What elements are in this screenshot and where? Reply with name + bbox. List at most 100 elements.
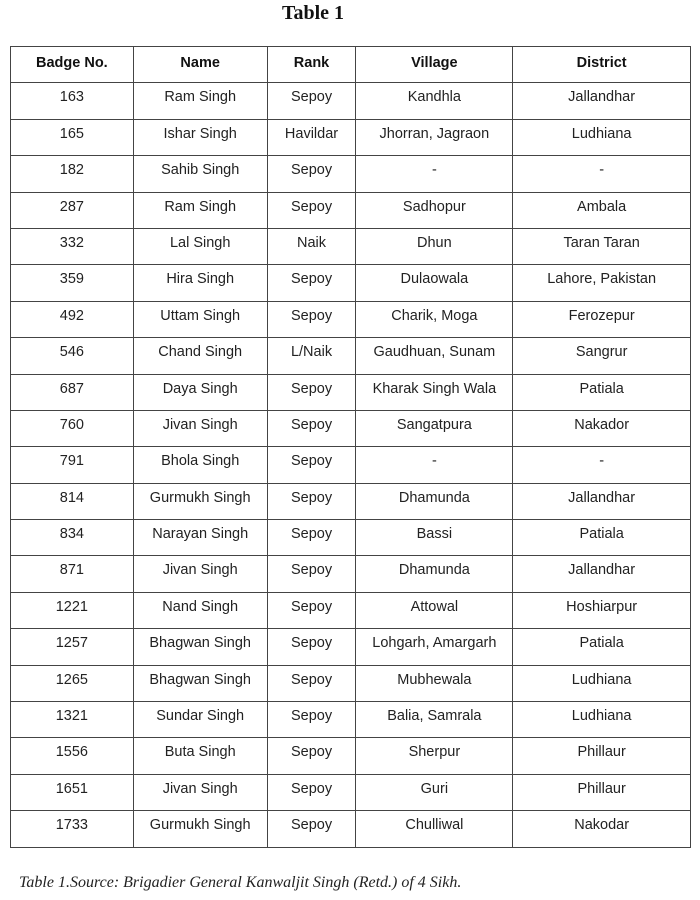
column-header-rank: Rank <box>266 45 357 84</box>
table-row: 165 Ishar Singh Havildar Jhorran, Jagraon Lu… <box>10 118 691 157</box>
badge-cell: 814 <box>10 482 134 521</box>
name-cell: Buta Singh <box>132 737 268 775</box>
village-cell: Guri <box>355 773 514 812</box>
name-cell: Jivan Singh <box>132 555 268 593</box>
name-cell: Daya Singh <box>132 373 268 411</box>
badge-cell: 546 <box>10 337 134 375</box>
table-row: 687 Daya Singh Sepoy Kharak Singh Wala Patia… <box>10 373 691 411</box>
table-row: 1651 Jivan Singh Sepoy Guri Phillaur <box>10 773 691 812</box>
village-cell: Balia, Samrala <box>355 701 514 739</box>
name-cell: Lal Singh <box>132 227 268 266</box>
district-cell: Jallandhar <box>512 482 691 521</box>
rank-cell: L/Naik <box>266 337 357 375</box>
rank-cell: Sepoy <box>266 737 357 775</box>
table-row: 492 Uttam Singh Sepoy Charik, Moga Ferozepur <box>10 300 691 339</box>
table-header-row: Badge No. Name Rank Village District <box>10 45 691 84</box>
rank-cell: Sepoy <box>266 519 357 557</box>
rank-cell: Sepoy <box>266 264 357 302</box>
rank-cell: Sepoy <box>266 82 357 120</box>
name-cell: Hira Singh <box>132 264 268 302</box>
village-cell: Kandhla <box>355 82 514 120</box>
district-cell: Patiala <box>512 519 691 557</box>
badge-cell: 1651 <box>10 773 134 812</box>
table-title: Table 1 <box>281 2 345 24</box>
district-cell: - <box>512 155 691 193</box>
badge-cell: 834 <box>10 519 134 557</box>
table-row: 834 Narayan Singh Sepoy Bassi Patiala <box>10 519 691 557</box>
name-cell: Ram Singh <box>132 82 268 120</box>
name-cell: Ram Singh <box>132 191 268 229</box>
table-row: 760 Jivan Singh Sepoy Sangatpura Nakador <box>10 409 691 448</box>
badge-cell: 1733 <box>10 810 134 848</box>
table-row: 1556 Buta Singh Sepoy Sherpur Phillaur <box>10 737 691 775</box>
badge-cell: 760 <box>10 409 134 448</box>
name-cell: Bhola Singh <box>132 446 268 484</box>
rank-cell: Sepoy <box>266 555 357 593</box>
village-cell: Sherpur <box>355 737 514 775</box>
district-cell: Ferozepur <box>512 300 691 339</box>
table-row: 546 Chand Singh L/Naik Gaudhuan, Sunam Sangr… <box>10 337 691 375</box>
table-row: 814 Gurmukh Singh Sepoy Dhamunda Jallandhar <box>10 482 691 521</box>
village-cell: Dhamunda <box>355 555 514 593</box>
badge-cell: 1556 <box>10 737 134 775</box>
village-cell: Jhorran, Jagraon <box>355 118 514 157</box>
table-row: 1733 Gurmukh Singh Sepoy Chulliwal Nakodar <box>10 810 691 848</box>
column-header-district: District <box>512 45 691 84</box>
district-cell: Jallandhar <box>512 82 691 120</box>
table-row: 1257 Bhagwan Singh Sepoy Lohgarh, Amargarh P… <box>10 628 691 666</box>
rank-cell: Havildar <box>266 118 357 157</box>
village-cell: - <box>355 446 514 484</box>
district-cell: Ambala <box>512 191 691 229</box>
name-cell: Gurmukh Singh <box>132 810 268 848</box>
district-cell: Ludhiana <box>512 664 691 703</box>
badge-cell: 1321 <box>10 701 134 739</box>
rank-cell: Sepoy <box>266 810 357 848</box>
badge-cell: 182 <box>10 155 134 193</box>
badge-cell: 165 <box>10 118 134 157</box>
rank-cell: Sepoy <box>266 300 357 339</box>
district-cell: Nakodar <box>512 810 691 848</box>
badge-cell: 1257 <box>10 628 134 666</box>
table-row: 182 Sahib Singh Sepoy - - <box>10 155 691 193</box>
badge-cell: 359 <box>10 264 134 302</box>
rank-cell: Sepoy <box>266 409 357 448</box>
table-row: 163 Ram Singh Sepoy Kandhla Jallandhar <box>10 82 691 120</box>
name-cell: Bhagwan Singh <box>132 664 268 703</box>
name-cell: Uttam Singh <box>132 300 268 339</box>
table-row: 332 Lal Singh Naik Dhun Taran Taran <box>10 227 691 266</box>
village-cell: Dhun <box>355 227 514 266</box>
name-cell: Jivan Singh <box>132 409 268 448</box>
badge-cell: 687 <box>10 373 134 411</box>
table-row: 791 Bhola Singh Sepoy - - <box>10 446 691 484</box>
village-cell: Kharak Singh Wala <box>355 373 514 411</box>
rank-cell: Sepoy <box>266 701 357 739</box>
village-cell: Sangatpura <box>355 409 514 448</box>
village-cell: Gaudhuan, Sunam <box>355 337 514 375</box>
village-cell: Mubhewala <box>355 664 514 703</box>
badge-cell: 163 <box>10 82 134 120</box>
name-cell: Nand Singh <box>132 591 268 630</box>
badge-cell: 287 <box>10 191 134 229</box>
table-row: 871 Jivan Singh Sepoy Dhamunda Jallandhar <box>10 555 691 593</box>
table-row: 1221 Nand Singh Sepoy Attowal Hoshiarpur <box>10 591 691 630</box>
badge-cell: 791 <box>10 446 134 484</box>
badge-cell: 871 <box>10 555 134 593</box>
district-cell: Phillaur <box>512 773 691 812</box>
village-cell: Attowal <box>355 591 514 630</box>
district-cell: Jallandhar <box>512 555 691 593</box>
rank-cell: Sepoy <box>266 155 357 193</box>
district-cell: Hoshiarpur <box>512 591 691 630</box>
village-cell: Dhamunda <box>355 482 514 521</box>
column-header-village: Village <box>355 45 514 84</box>
table-row: 359 Hira Singh Sepoy Dulaowala Lahore, Pakis… <box>10 264 691 302</box>
table-row: 1321 Sundar Singh Sepoy Balia, Samrala Ludhi… <box>10 701 691 739</box>
district-cell: Sangrur <box>512 337 691 375</box>
district-cell: Phillaur <box>512 737 691 775</box>
name-cell: Sundar Singh <box>132 701 268 739</box>
badge-cell: 1265 <box>10 664 134 703</box>
district-cell: Patiala <box>512 628 691 666</box>
village-cell: Bassi <box>355 519 514 557</box>
table-caption: Table 1.Source: Brigadier General Kanwal… <box>19 874 470 892</box>
rank-cell: Sepoy <box>266 773 357 812</box>
village-cell: - <box>355 155 514 193</box>
